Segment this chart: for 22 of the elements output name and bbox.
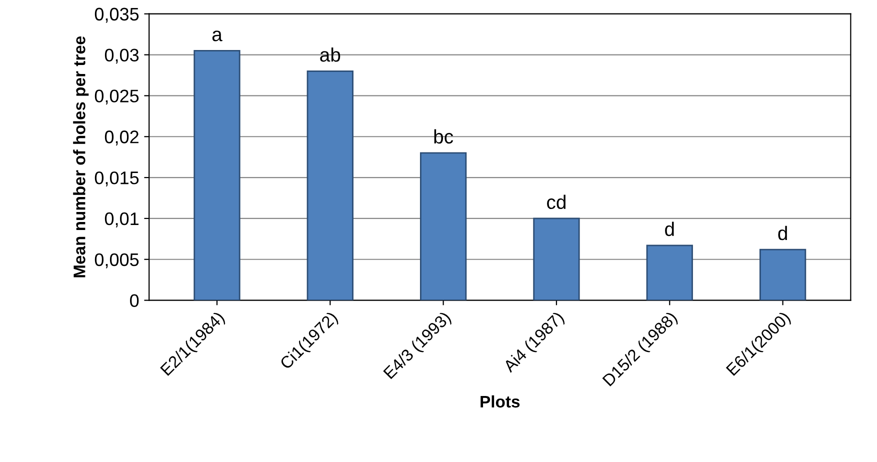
annotation: bc xyxy=(434,129,454,144)
bar xyxy=(759,248,806,300)
y-tick-label: 0,005 xyxy=(94,253,139,268)
y-tick-label: 0,025 xyxy=(94,90,139,105)
annotation: d xyxy=(665,222,674,236)
annotation: a xyxy=(212,30,222,42)
y-tick-label: 0,03 xyxy=(104,48,139,64)
annotation: cd xyxy=(547,194,566,210)
bar xyxy=(306,70,354,300)
x-axis-title: Plots xyxy=(480,395,520,408)
bar xyxy=(533,218,580,300)
y-tick-label: 0 xyxy=(130,294,139,308)
y-tick-label: 0,015 xyxy=(94,171,139,186)
y-tick-label: 0,035 xyxy=(94,8,139,23)
y-axis-title: Mean number of holes per tree xyxy=(73,36,89,278)
bar xyxy=(646,244,693,300)
y-tick-label: 0,01 xyxy=(104,212,138,228)
annotation: ab xyxy=(320,47,340,62)
annotation: d xyxy=(778,226,787,240)
bar xyxy=(420,152,467,300)
bar xyxy=(194,50,240,300)
y-tick-label: 0,02 xyxy=(104,130,138,146)
